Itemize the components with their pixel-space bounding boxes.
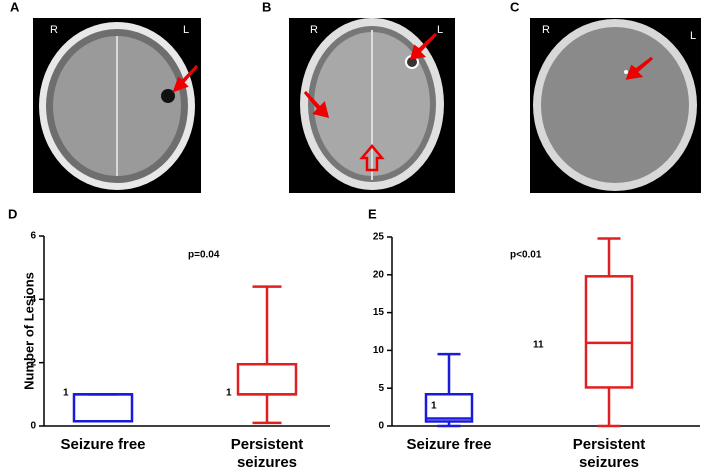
y-tick-label: 10 <box>373 345 385 356</box>
x-tick-label: Persistent seizures <box>572 436 646 471</box>
p-value: p=0.04 <box>188 250 220 261</box>
side-label: R <box>542 24 550 36</box>
ct-image-c <box>530 18 701 193</box>
p-value: p<0.01 <box>510 250 542 261</box>
side-label: L <box>183 24 189 36</box>
box <box>584 275 634 389</box>
mri-image-b <box>289 18 455 193</box>
y-tick-label: 20 <box>373 269 385 280</box>
y-tick-label: 6 <box>30 231 36 242</box>
y-tick-label: 25 <box>373 232 385 243</box>
y-tick-label: 15 <box>373 307 385 318</box>
y-tick-label: 5 <box>378 383 384 394</box>
side-label: L <box>690 30 696 42</box>
side-label: R <box>50 24 58 36</box>
x-tick-label: Seizure free <box>60 436 146 453</box>
x-tick-label: Persistent seizures <box>230 436 304 471</box>
side-label: L <box>437 24 443 36</box>
box <box>72 393 134 423</box>
panel-label: C <box>510 0 520 14</box>
x-tick-label: Seizure free <box>406 436 492 453</box>
panel-label: E <box>368 206 377 221</box>
box <box>236 363 298 396</box>
median-label: 11 <box>533 340 544 351</box>
panel-label: B <box>262 0 271 14</box>
panel-label: D <box>8 206 17 221</box>
y-tick-label: 0 <box>30 421 36 432</box>
side-label: R <box>310 24 318 36</box>
y-tick-label: 4 <box>30 294 36 305</box>
y-tick-label: 0 <box>378 421 384 432</box>
y-axis-label: Number of Lesions <box>21 272 36 390</box>
panel-label: A <box>10 0 20 14</box>
y-tick-label: 2 <box>30 357 36 368</box>
box <box>424 392 474 423</box>
median-label: 1 <box>431 401 437 412</box>
mri-image-a <box>33 18 201 193</box>
median-label: 1 <box>63 388 69 399</box>
median-label: 1 <box>226 388 232 399</box>
